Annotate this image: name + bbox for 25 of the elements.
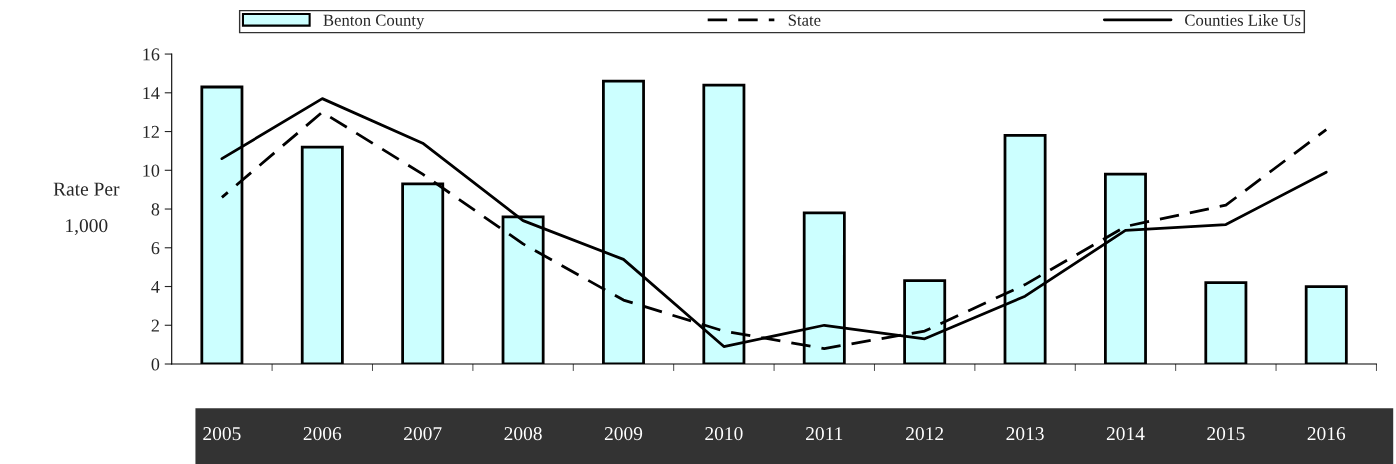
legend-label: Counties Like Us: [1185, 14, 1301, 26]
x-tick-label: 2015: [1207, 427, 1245, 441]
y-tick-label: 12: [143, 125, 159, 138]
y-tick-label: 2: [151, 319, 159, 332]
y-tick-label: 8: [151, 203, 160, 216]
x-tick-label: 2009: [604, 427, 643, 441]
x-tick-label: 2007: [404, 427, 442, 441]
x-tick-label: 2011: [806, 427, 843, 441]
x-tick-label: 2014: [1106, 427, 1145, 441]
x-tick-label: 2010: [705, 427, 743, 441]
y-tick-label: 10: [143, 164, 160, 177]
x-tick-label: 2006: [303, 427, 342, 441]
text: Rate Per 1,000: [53, 182, 120, 235]
y-tick-label: 6: [151, 242, 160, 255]
x-tick-label: 2008: [504, 427, 542, 441]
y-tick-label: 4: [151, 280, 160, 293]
legend-label: Benton County: [323, 14, 425, 30]
x-tick-label: 2016: [1307, 427, 1346, 441]
legend-label: State: [788, 14, 821, 26]
x-tick-label: 2013: [1006, 427, 1044, 441]
y-tick-label: 14: [143, 87, 160, 100]
x-tick-label: 2012: [906, 427, 944, 441]
x-tick-label: 2005: [203, 427, 241, 441]
y-tick-label: 16: [143, 48, 160, 61]
y-tick-label: 0: [151, 358, 160, 371]
